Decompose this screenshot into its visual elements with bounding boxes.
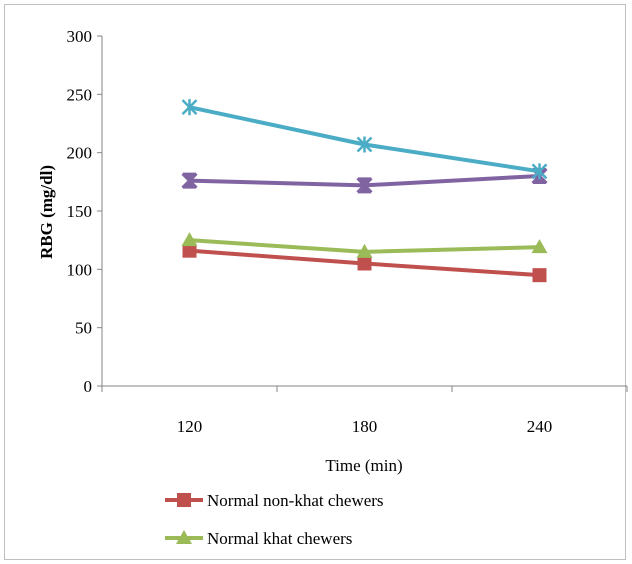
x-marker-wedge [182, 181, 197, 189]
series-group [181, 99, 548, 283]
y-axis-label: RBG (mg/dl) [37, 165, 56, 259]
x-tick-label: 180 [352, 417, 378, 436]
x-marker-wedge [357, 186, 372, 194]
y-tick-label: 150 [67, 202, 93, 221]
series-1 [182, 243, 547, 283]
triangle-marker [176, 530, 192, 544]
x-marker-stroke [181, 172, 198, 189]
y-tick-labels: 0 50 100 150 200 250 300 [67, 27, 93, 396]
y-tick-label: 100 [67, 260, 93, 279]
series-4 [181, 99, 548, 180]
legend-label: Normal non-khat chewers [207, 491, 384, 510]
x-marker-wedge [357, 177, 372, 185]
square-marker [532, 268, 547, 283]
x-marker-stroke [356, 177, 373, 194]
square-marker [177, 493, 191, 507]
star-marker [531, 163, 548, 180]
x-marker-wedge [532, 177, 547, 184]
x-marker [356, 177, 373, 194]
y-tick-label: 300 [67, 27, 93, 46]
triangle-marker [531, 239, 548, 254]
chart-frame [4, 4, 626, 560]
x-tick-labels: 120 180 240 [177, 417, 553, 436]
x-marker-wedge [182, 172, 197, 180]
legend-label: Normal khat chewers [207, 529, 352, 548]
x-axis-label: Time (min) [325, 456, 402, 475]
triangle-marker [356, 243, 373, 258]
y-tick-label: 0 [84, 377, 93, 396]
y-tick-label: 50 [75, 319, 92, 338]
legend-item: Normal khat chewers [165, 529, 352, 548]
y-tick-label: 200 [67, 144, 93, 163]
legend: Normal non-khat chewers Normal khat chewe… [165, 491, 384, 548]
square-marker [182, 243, 197, 258]
star-marker [181, 99, 198, 116]
triangle-marker [181, 232, 198, 247]
series-2 [181, 232, 548, 258]
star-marker [356, 136, 373, 153]
square-marker [357, 256, 372, 271]
legend-item: Normal non-khat chewers [165, 491, 384, 510]
x-marker [181, 172, 198, 189]
y-tick-label: 250 [67, 85, 93, 104]
axes [97, 35, 628, 392]
x-tick-label: 240 [527, 417, 553, 436]
series-3 [181, 167, 548, 194]
x-tick-label: 120 [177, 417, 203, 436]
